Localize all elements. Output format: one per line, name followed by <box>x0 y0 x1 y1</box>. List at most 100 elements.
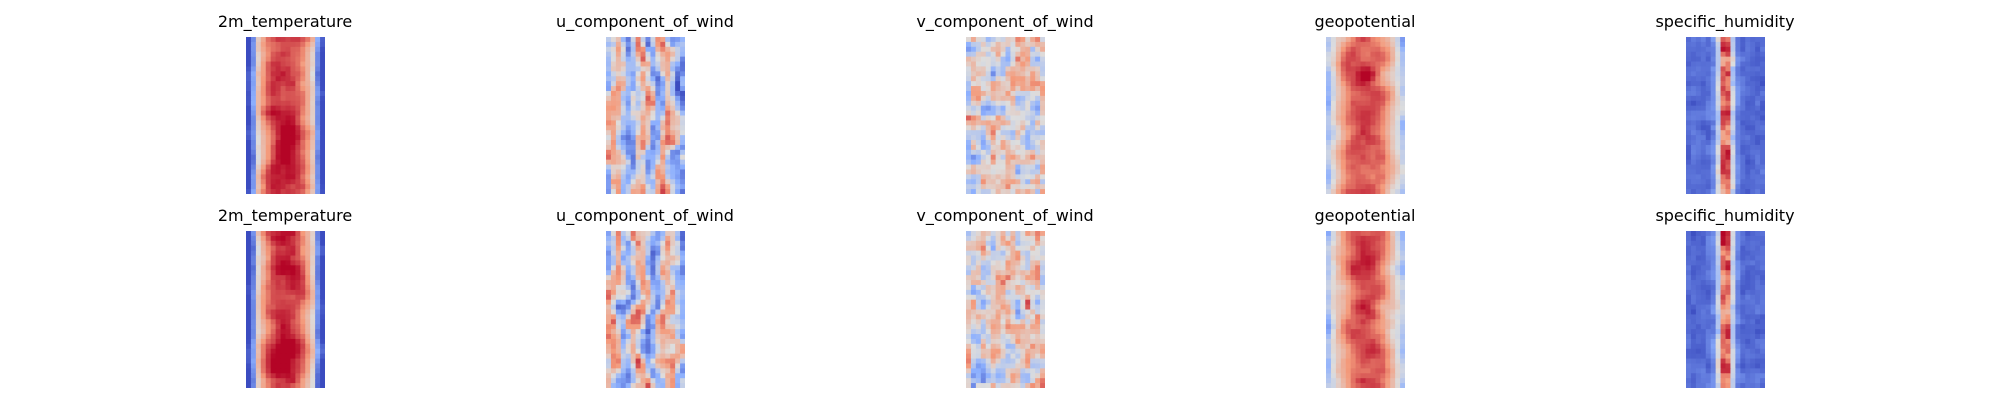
heatmap-cell <box>665 61 671 68</box>
heatmap-cell <box>1725 125 1732 131</box>
heatmap-cell <box>1335 255 1342 262</box>
heatmap-cell <box>300 51 306 58</box>
heatmap-cell <box>1686 159 1692 166</box>
heatmap-cell <box>280 240 287 247</box>
heatmap-cell <box>246 304 252 311</box>
heatmap-cell <box>680 154 685 161</box>
heatmap-cell <box>320 284 325 291</box>
heatmap-cell <box>606 90 612 97</box>
heatmap-cell <box>665 358 671 365</box>
heatmap-cell <box>250 314 257 320</box>
heatmap-cell <box>1030 135 1036 141</box>
heatmap-cell <box>995 240 1002 247</box>
heatmap-cell <box>1695 179 1702 185</box>
heatmap-cell <box>1360 324 1367 330</box>
heatmap-cell <box>980 169 987 175</box>
heatmap-cell <box>265 71 272 77</box>
heatmap-cell <box>665 120 671 126</box>
heatmap-cell <box>1755 275 1761 281</box>
heatmap-cell <box>1015 135 1021 141</box>
heatmap-cell <box>1375 235 1381 242</box>
heatmap-cell <box>675 240 681 247</box>
heatmap-cell <box>665 363 671 369</box>
heatmap-cell <box>275 174 282 180</box>
heatmap-cell <box>1735 130 1741 136</box>
heatmap-cell <box>305 324 311 330</box>
heatmap-cell <box>300 76 306 82</box>
heatmap-cell <box>1710 76 1717 82</box>
heatmap-cell <box>1365 329 1372 335</box>
heatmap-cell <box>305 120 311 126</box>
heatmap-cell <box>1745 105 1751 112</box>
heatmap-cell <box>1395 100 1401 107</box>
heatmap-cell <box>1710 41 1717 48</box>
heatmap-cell <box>290 265 296 271</box>
heatmap-cell <box>610 358 617 365</box>
heatmap-cell <box>1750 245 1756 252</box>
heatmap-cell <box>1395 46 1401 53</box>
heatmap-cell <box>1010 125 1016 131</box>
heatmap-cell <box>1686 56 1692 63</box>
heatmap-cell <box>295 135 301 141</box>
heatmap-cell <box>1005 343 1012 350</box>
heatmap-cell <box>1000 329 1007 335</box>
heatmap-cell <box>670 383 676 388</box>
heatmap-cell <box>246 343 252 350</box>
heatmap-cell <box>1365 368 1372 374</box>
heatmap-cell <box>1735 46 1741 53</box>
heatmap-cell <box>1750 110 1756 117</box>
heatmap-cell <box>295 348 301 355</box>
heatmap-cell <box>1010 353 1016 360</box>
heatmap-cell <box>640 159 647 166</box>
heatmap-cell <box>1390 348 1396 355</box>
heatmap-cell <box>980 120 987 126</box>
heatmap-cell <box>1355 373 1362 379</box>
heatmap-cell <box>650 135 656 141</box>
heatmap-cell <box>670 250 676 257</box>
heatmap-cell <box>1395 235 1401 242</box>
heatmap-cell <box>1380 265 1386 271</box>
heatmap-cell <box>1326 144 1332 151</box>
heatmap-cell <box>1745 299 1751 306</box>
heatmap-cell <box>1375 383 1381 388</box>
heatmap-cell <box>255 56 262 63</box>
heatmap-cell <box>280 169 287 175</box>
heatmap-cell <box>1000 289 1007 296</box>
heatmap-cell <box>1000 61 1007 68</box>
heatmap-cell <box>966 154 972 161</box>
heatmap-cell <box>1020 46 1026 53</box>
heatmap-cell <box>1340 231 1347 237</box>
heatmap-cell <box>275 299 282 306</box>
heatmap-cell <box>1720 231 1727 237</box>
heatmap-cell <box>1030 363 1036 369</box>
heatmap-cell <box>260 334 267 340</box>
heatmap-cell <box>655 338 661 345</box>
heatmap-cell <box>1375 319 1381 325</box>
heatmap-cell <box>630 240 637 247</box>
heatmap-cell <box>320 37 325 43</box>
heatmap-cell <box>280 130 287 136</box>
heatmap-cell <box>1390 343 1396 350</box>
heatmap-cell <box>1015 289 1021 296</box>
heatmap-cell <box>1360 76 1367 82</box>
heatmap-cell <box>1025 231 1031 237</box>
heatmap-cell <box>305 100 311 107</box>
heatmap-cell <box>1755 56 1761 63</box>
heatmap-cell <box>1700 275 1707 281</box>
heatmap-cell <box>1755 174 1761 180</box>
heatmap-cell <box>1686 270 1692 276</box>
heatmap-cell <box>1700 184 1707 190</box>
heatmap-cell <box>1385 140 1391 146</box>
heatmap-cell <box>1755 319 1761 325</box>
heatmap-cell <box>970 130 977 136</box>
heatmap-cell <box>1025 61 1031 68</box>
heatmap-cell <box>265 100 272 107</box>
heatmap-cell <box>1375 353 1381 360</box>
heatmap-cell <box>280 338 287 345</box>
heatmap-cell <box>625 179 632 185</box>
heatmap-cell <box>310 46 316 53</box>
heatmap-cell <box>630 270 637 276</box>
heatmap-cell <box>675 329 681 335</box>
heatmap-cell <box>1390 275 1396 281</box>
heatmap-cell <box>246 115 252 122</box>
